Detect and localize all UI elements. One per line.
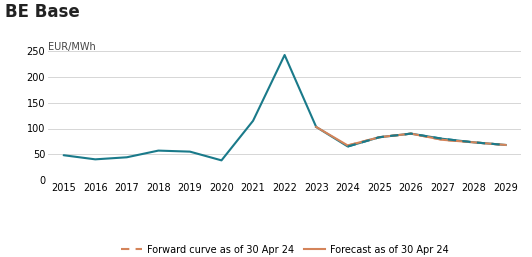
- Legend: Forward curve as of 30 Apr 24, Forward curve as of 30 Oct 24, Forecast as of 30 : Forward curve as of 30 Apr 24, Forward c…: [121, 245, 448, 257]
- Text: EUR/MWh: EUR/MWh: [48, 42, 96, 52]
- Text: BE Base: BE Base: [5, 3, 80, 21]
